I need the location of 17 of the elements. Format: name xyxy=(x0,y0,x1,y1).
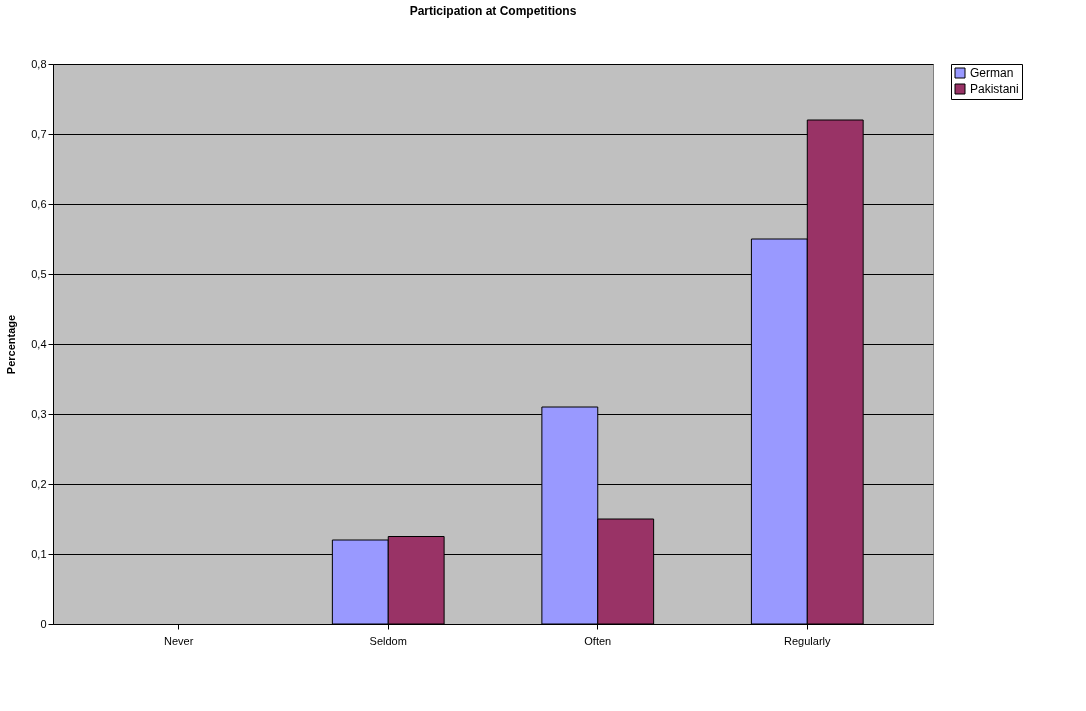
x-tick-label: Never xyxy=(164,634,194,647)
y-tick-label: 0,7 xyxy=(31,127,47,140)
chart-title: Participation at Competitions xyxy=(409,4,577,18)
y-tick-label: 0,6 xyxy=(31,197,47,210)
y-tick-label: 0,5 xyxy=(31,267,47,280)
y-tick-label: 0,8 xyxy=(31,57,47,70)
x-tick-label: Seldom xyxy=(369,634,407,647)
x-tick-label: Often xyxy=(584,634,612,647)
y-tick-label: 0,4 xyxy=(31,337,47,350)
y-axis-title: Percentage xyxy=(5,314,18,375)
x-tick-label: Regularly xyxy=(784,634,832,647)
y-tick-label: 0,3 xyxy=(31,407,47,420)
y-tick-label: 0,1 xyxy=(31,547,47,560)
y-tick-label: 0 xyxy=(40,617,47,630)
legend-label: German xyxy=(970,66,1014,80)
legend-label: Pakistani xyxy=(970,82,1019,96)
y-tick-label: 0,2 xyxy=(31,477,47,490)
